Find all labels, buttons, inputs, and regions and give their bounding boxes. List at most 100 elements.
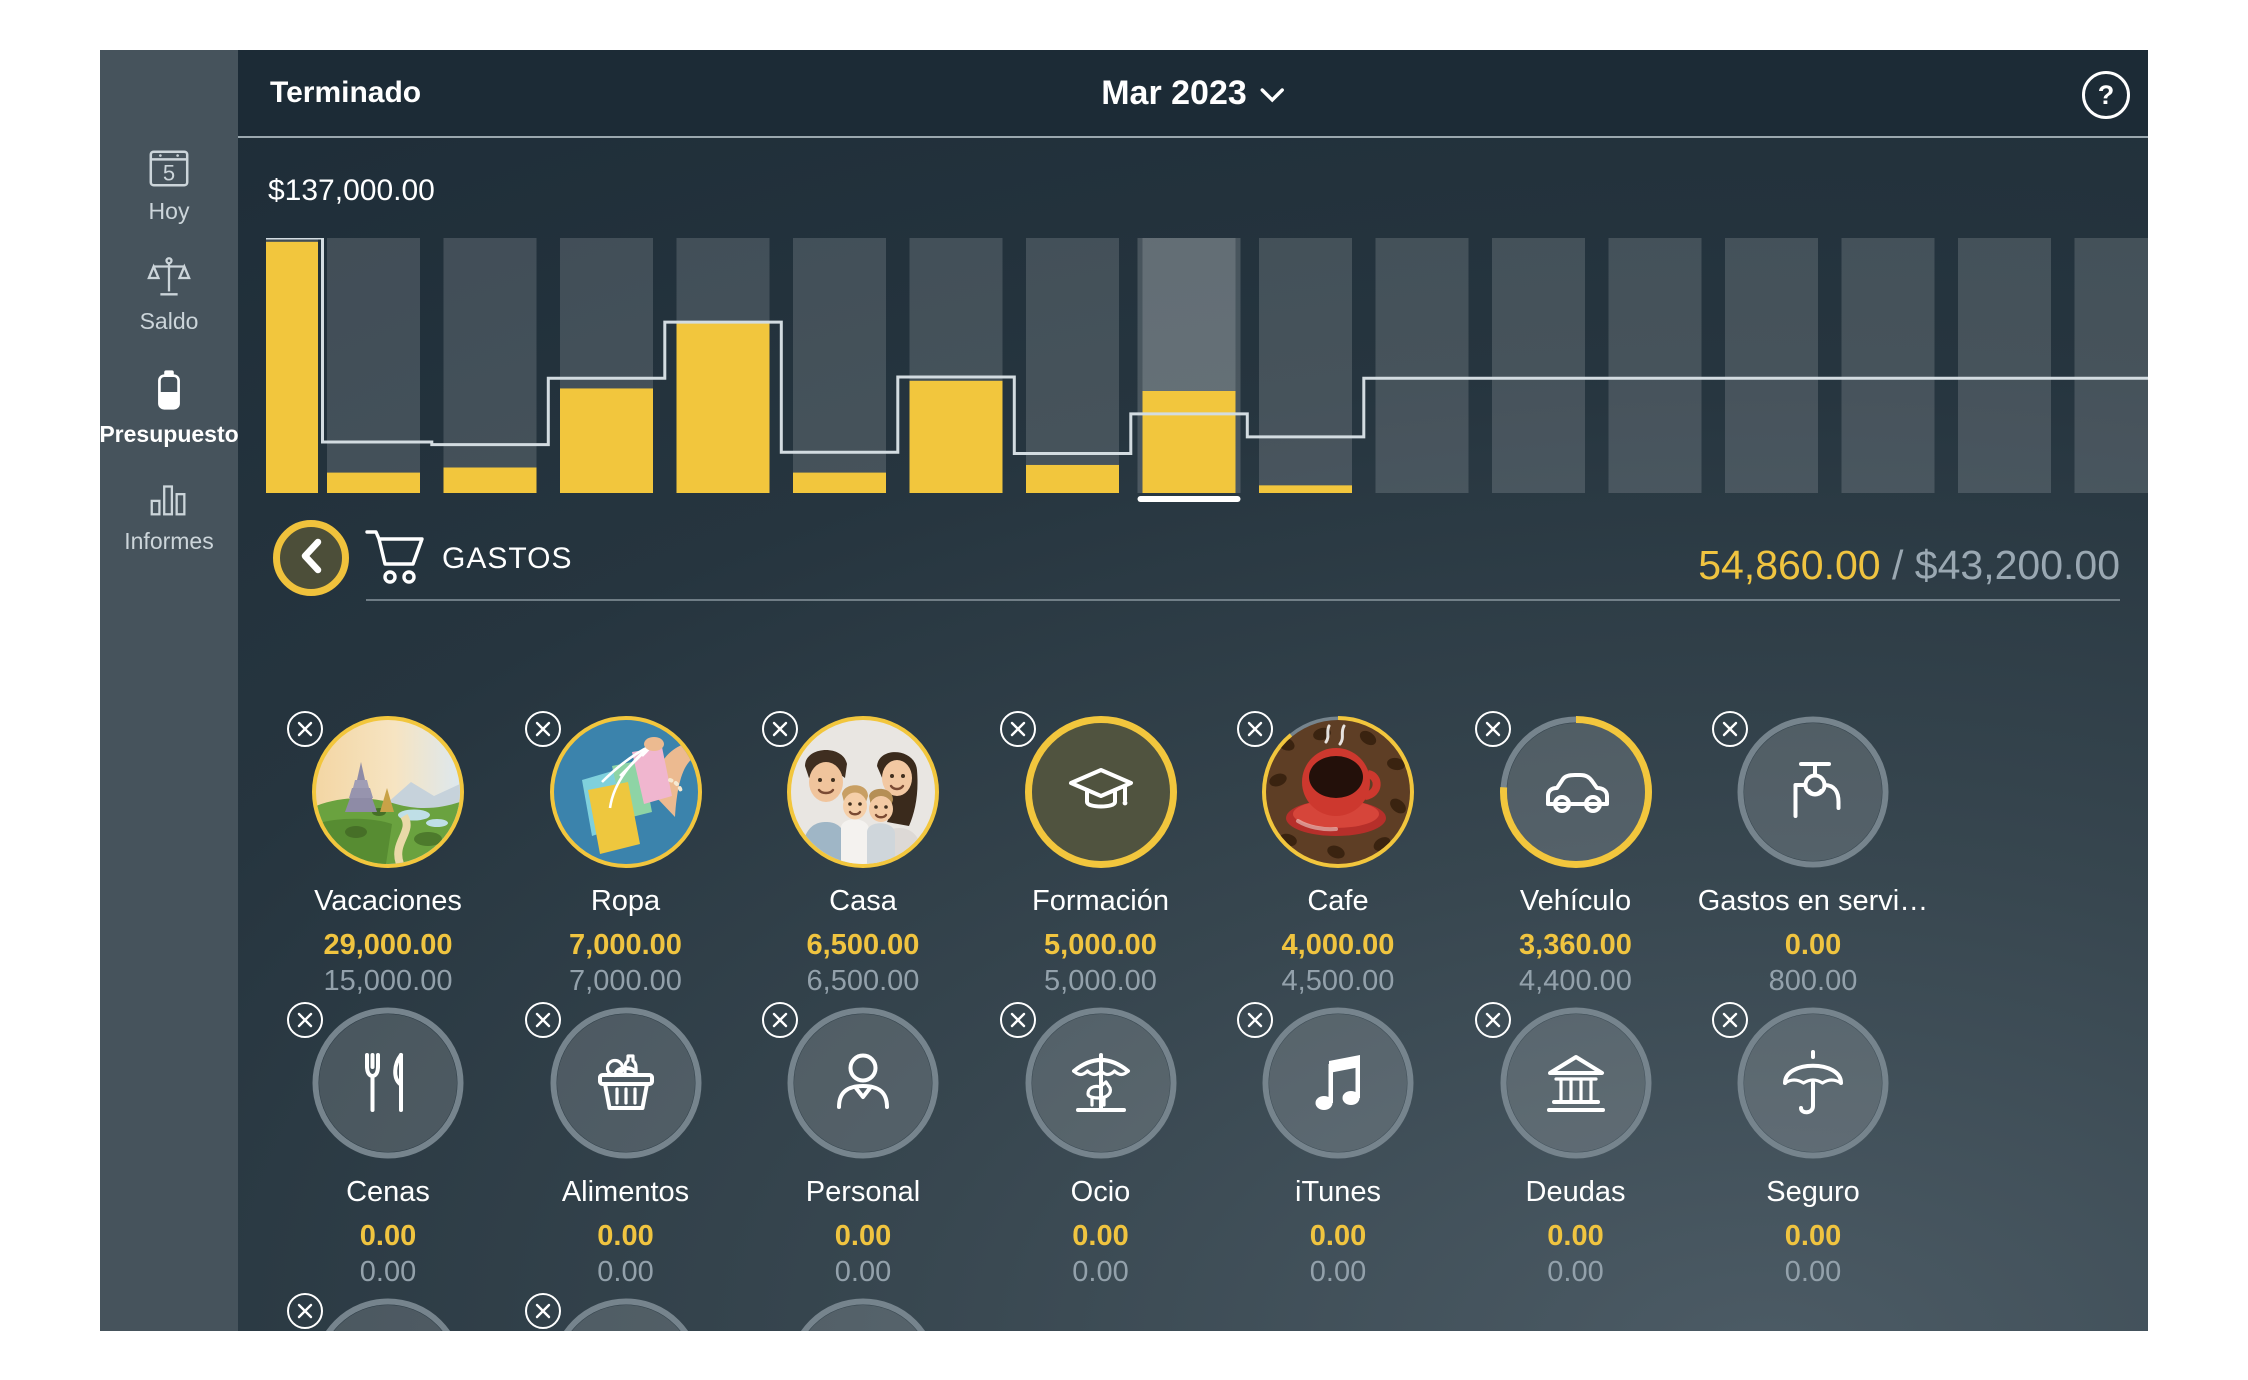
- faucet-icon: [1773, 752, 1853, 832]
- section-budget: $43,200.00: [1914, 542, 2120, 588]
- remove-category-button[interactable]: [287, 1002, 323, 1038]
- budget-line: [266, 236, 2148, 455]
- chart-spent-bar[interactable]: [266, 241, 318, 493]
- category-spent: 0.00: [1309, 1220, 1367, 1252]
- category-button-partial[interactable]: [784, 1295, 942, 1331]
- help-button[interactable]: ?: [2082, 71, 2130, 119]
- category-button-deudas[interactable]: [1474, 1002, 1655, 1162]
- chart-spent-bar[interactable]: [327, 472, 420, 493]
- category-grid: Vacaciones 29,000.00 15,000.00 Ropa 7,00…: [238, 50, 2148, 1331]
- category-name: Deudas: [1525, 1176, 1626, 1208]
- remove-category-button[interactable]: [1712, 1002, 1748, 1038]
- svg-text:5: 5: [163, 160, 175, 185]
- chart-slot-bar[interactable]: [2074, 238, 2149, 493]
- chart-spent-bar[interactable]: [793, 472, 886, 493]
- category-name: Ocio: [1070, 1176, 1131, 1208]
- category-budget: 5,000.00: [1044, 965, 1157, 997]
- chart-spent-bar[interactable]: [1259, 485, 1352, 493]
- remove-category-button[interactable]: [762, 1002, 798, 1038]
- done-button[interactable]: Terminado: [270, 76, 422, 109]
- category-button-vehiculo[interactable]: [1474, 711, 1655, 871]
- period-selector[interactable]: Mar 2023: [1101, 50, 1285, 136]
- remove-category-button[interactable]: [287, 1293, 323, 1329]
- category-button-itunes[interactable]: [1237, 1002, 1417, 1162]
- category-button-seguro[interactable]: [1712, 1002, 1892, 1162]
- category-vacaciones: Vacaciones 29,000.00 15,000.00: [269, 711, 507, 998]
- category-partial: [269, 1293, 507, 1331]
- category-button-cafe[interactable]: [1237, 711, 1417, 871]
- category-name: Cafe: [1307, 885, 1369, 917]
- chart-slot-bar[interactable]: [1026, 238, 1119, 493]
- remove-category-button[interactable]: [1237, 711, 1273, 747]
- remove-category-button[interactable]: [762, 711, 798, 747]
- bar-chart-icon: [146, 475, 192, 521]
- category-progress-ring: [1500, 1007, 1651, 1159]
- remove-category-button[interactable]: [1237, 1002, 1273, 1038]
- sidebar-item-saldo[interactable]: Saldo: [100, 255, 238, 335]
- basket-icon: [586, 1043, 666, 1123]
- category-button-personal[interactable]: [762, 1002, 942, 1162]
- category-button-servicios[interactable]: [1712, 711, 1892, 871]
- category-button-partial[interactable]: [287, 1293, 467, 1331]
- category-budget: 4,400.00: [1519, 965, 1632, 997]
- category-button-ropa[interactable]: [524, 711, 705, 871]
- chart-slot-bar[interactable]: [1608, 238, 1702, 493]
- chart-spent-bar[interactable]: [909, 380, 1003, 493]
- chart-slot-bar[interactable]: [793, 238, 886, 493]
- category-spent: 3,360.00: [1519, 929, 1632, 961]
- chart-spent-bar[interactable]: [1026, 464, 1119, 493]
- back-button[interactable]: [273, 520, 349, 596]
- category-button-alimentos[interactable]: [524, 1002, 705, 1162]
- category-button-formacion[interactable]: [999, 711, 1180, 871]
- category-button-cenas[interactable]: [287, 1002, 467, 1162]
- chart-slot-bar[interactable]: [327, 238, 420, 493]
- section-divider: [366, 599, 2120, 601]
- chart-slot-bar[interactable]: [1725, 238, 1818, 493]
- chart-slot-bar[interactable]: [1841, 238, 1935, 493]
- category-progress-ring: [549, 716, 702, 868]
- category-budget: 0.00: [1309, 1256, 1367, 1288]
- remove-category-button[interactable]: [287, 711, 323, 747]
- category-button-vacaciones[interactable]: [287, 711, 467, 871]
- remove-category-button[interactable]: [1474, 711, 1511, 747]
- remove-category-button[interactable]: [1474, 1002, 1511, 1038]
- sidebar-item-label: Hoy: [148, 198, 190, 224]
- remove-category-button[interactable]: [1712, 711, 1748, 747]
- chart-spent-bar[interactable]: [443, 467, 537, 494]
- category-itunes: iTunes 0.00 0.00: [1219, 1002, 1457, 1289]
- sidebar-item-hoy[interactable]: 5 Hoy: [100, 145, 238, 225]
- sidebar-item-informes[interactable]: Informes: [100, 475, 238, 555]
- category-vehiculo: Vehículo 3,360.00 4,400.00: [1457, 711, 1695, 998]
- sidebar-item-presupuesto[interactable]: Presupuesto: [100, 368, 239, 448]
- category-ropa: Ropa 7,000.00 7,000.00: [507, 711, 745, 998]
- cutlery-icon: [348, 1043, 428, 1123]
- spending-bar-chart[interactable]: [238, 236, 2149, 510]
- remove-category-button[interactable]: [999, 1002, 1036, 1038]
- category-spent: 7,000.00: [569, 929, 682, 961]
- category-button-ocio[interactable]: [999, 1002, 1180, 1162]
- remove-category-button[interactable]: [999, 711, 1036, 747]
- section-spent: 54,860.00: [1698, 542, 1881, 588]
- chart-spent-bar[interactable]: [676, 322, 770, 493]
- remove-category-button[interactable]: [524, 711, 561, 747]
- category-button-casa[interactable]: [762, 711, 942, 871]
- chart-slot-bar[interactable]: [1492, 238, 1585, 493]
- chart-spent-bar[interactable]: [1142, 391, 1236, 493]
- chart-slot-bar[interactable]: [1375, 238, 1469, 493]
- category-spent: 0.00: [597, 1220, 654, 1252]
- chart-slot-bar[interactable]: [1958, 238, 2051, 493]
- category-spent: 0.00: [1784, 929, 1842, 961]
- category-budget: 0.00: [834, 1256, 892, 1288]
- main-content: Terminado Mar 2023 ? $137,000.00 GASTOS …: [238, 50, 2148, 1331]
- remove-category-button[interactable]: [524, 1293, 561, 1329]
- category-spent: 0.00: [1072, 1220, 1129, 1252]
- chart-slot-bar[interactable]: [443, 238, 537, 493]
- category-button-partial[interactable]: [524, 1293, 705, 1331]
- chart-spent-bar[interactable]: [560, 388, 653, 493]
- sidebar: 5 Hoy Saldo Presupuesto: [100, 50, 239, 1331]
- graduation-cap-icon: [1061, 752, 1141, 832]
- category-cafe: Cafe 4,000.00 4,500.00: [1219, 711, 1457, 998]
- category-spent: 29,000.00: [323, 929, 453, 961]
- chart-slot-bar[interactable]: [1259, 238, 1352, 493]
- remove-category-button[interactable]: [524, 1002, 561, 1038]
